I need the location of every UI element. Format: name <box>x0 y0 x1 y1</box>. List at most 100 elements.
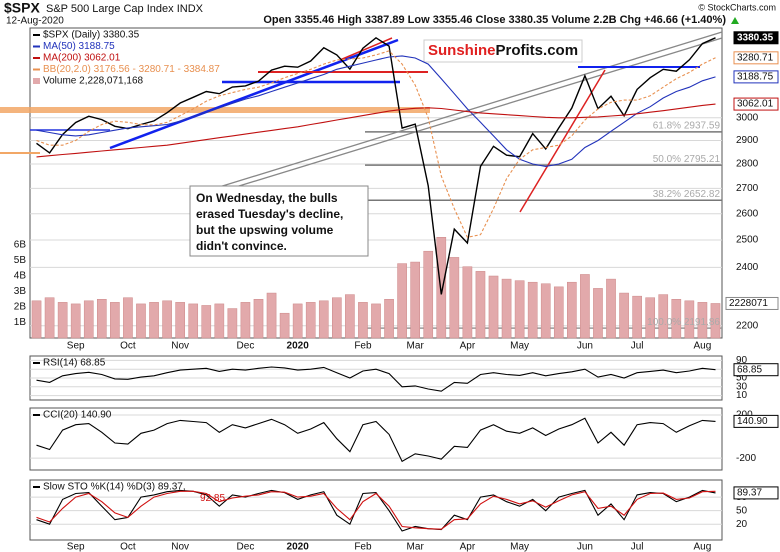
x-tick-label: Dec <box>237 542 255 552</box>
y-tick-label: 10 <box>736 390 748 401</box>
series-line <box>36 50 716 238</box>
fib-label: 61.8% 2937.59 <box>653 121 721 132</box>
x-tick-label: 2020 <box>287 341 310 352</box>
legend-entry: MA(200) 3062.01 <box>43 53 121 64</box>
chart-subtitle: S&P 500 Large Cap Index INDX <box>46 3 204 15</box>
volume-bar <box>436 237 447 339</box>
quote: Open 3355.46 High 3387.89 Low 3355.46 Cl… <box>263 14 726 26</box>
logo-part: Profits.com <box>496 42 579 59</box>
annotation: On Wednesday, the bulls erased Tuesday's… <box>189 185 369 257</box>
x-tick-label: Mar <box>407 542 425 552</box>
volume-bar <box>475 271 486 339</box>
volume-bar <box>149 302 159 339</box>
series-line <box>36 36 716 295</box>
volume-bar <box>57 302 68 339</box>
value-box-label: 89.37 <box>737 488 762 499</box>
legend-entry: $SPX (Daily) 3380.35 <box>43 30 140 41</box>
volume-bar <box>175 302 185 339</box>
index-name: S&P 500 Large Cap Index <box>46 3 174 15</box>
volume-bar <box>384 299 394 339</box>
logo-part: Sunshine <box>428 42 496 59</box>
value-box-label: 140.90 <box>737 416 768 427</box>
volume-tick-label: 5B <box>14 255 27 266</box>
channel-line <box>189 37 723 202</box>
value-box-label: 68.85 <box>737 364 762 375</box>
x-tick-label: May <box>510 341 529 352</box>
value-box <box>733 486 779 500</box>
trend-line <box>519 69 606 213</box>
chart-title: $SPX <box>4 0 40 16</box>
volume-tick-label: 6B <box>14 240 27 251</box>
value-box <box>733 51 779 65</box>
volume-tick-label: 1B <box>14 317 27 328</box>
volume-bar <box>240 302 251 339</box>
volume-bar <box>619 292 629 339</box>
volume-bar <box>162 300 172 339</box>
x-tick-label: Dec <box>237 341 255 352</box>
volume-bar <box>292 303 303 339</box>
trend-line <box>109 38 399 150</box>
volume-bar <box>345 294 355 339</box>
volume-bar <box>593 288 603 339</box>
x-tick-label: Aug <box>694 542 712 552</box>
y-tick-label: 50 <box>736 373 748 384</box>
value-box-label: 3280.71 <box>737 52 774 63</box>
volume-bar <box>488 275 499 339</box>
series-line <box>36 417 716 463</box>
volume-bar <box>462 266 473 339</box>
volume-bar <box>671 299 682 339</box>
x-tick-label: Jun <box>577 341 593 352</box>
volume-bar <box>70 303 81 339</box>
y-tick-label: 2500 <box>736 235 759 246</box>
y-tick-label: 2600 <box>736 208 759 219</box>
x-tick-label: Apr <box>460 341 476 352</box>
y-tick-label: -200 <box>736 453 756 464</box>
y-tick-label: 2200 <box>736 320 759 331</box>
x-tick-label: Mar <box>407 341 425 352</box>
volume-bar <box>501 278 512 339</box>
volume-bar <box>645 297 656 339</box>
legend-swatch <box>33 78 40 84</box>
volume-bar <box>540 283 551 339</box>
logo: SunshineProfits.com <box>423 39 583 63</box>
exchange: INDX <box>177 3 204 15</box>
annotation-line: erased Tuesday's decline, <box>196 207 343 221</box>
y-tick-label: 2400 <box>736 262 759 273</box>
volume-bar <box>606 278 616 339</box>
series-line <box>36 366 716 392</box>
x-tick-label: Aug <box>694 341 712 352</box>
volume-bar <box>332 297 342 339</box>
x-tick-label: 2020 <box>287 542 310 552</box>
volume-bar <box>710 303 721 339</box>
volume-bar <box>697 302 708 339</box>
volume-bar <box>305 302 316 339</box>
x-tick-label: Oct <box>120 341 136 352</box>
y-tick-label: 2800 <box>736 159 759 170</box>
volume-bar <box>553 286 564 339</box>
volume-tick-label: 2B <box>14 302 27 313</box>
volume-bar <box>44 297 55 339</box>
y-tick-label: 20 <box>736 519 748 530</box>
fib-label: 50.0% 2795.21 <box>653 154 721 165</box>
date: 12-Aug-2020 <box>6 16 64 27</box>
value-box-label: 3188.75 <box>737 72 774 83</box>
legend-entry: RSI(14) 68.85 <box>43 358 106 369</box>
y-tick-label: 50 <box>736 505 748 516</box>
volume-bar <box>96 299 107 339</box>
y-tick-label: 2900 <box>736 135 759 146</box>
x-tick-label: Jun <box>577 542 593 552</box>
legend-entry: CCI(20) 140.90 <box>43 410 112 421</box>
annotation-line: On Wednesday, the bulls <box>196 191 338 205</box>
x-tick-label: Nov <box>171 542 189 552</box>
value-box-label: 3062.01 <box>737 99 774 110</box>
value-box <box>733 414 779 428</box>
x-tick-label: Sep <box>67 542 85 552</box>
channel-line <box>189 31 723 197</box>
volume-bar <box>684 300 695 339</box>
value-box <box>725 296 779 310</box>
y-tick-label: 3000 <box>736 112 759 123</box>
value-box <box>733 31 779 45</box>
value-box-label: 2228071 <box>729 298 768 309</box>
volume-bar <box>31 300 42 339</box>
